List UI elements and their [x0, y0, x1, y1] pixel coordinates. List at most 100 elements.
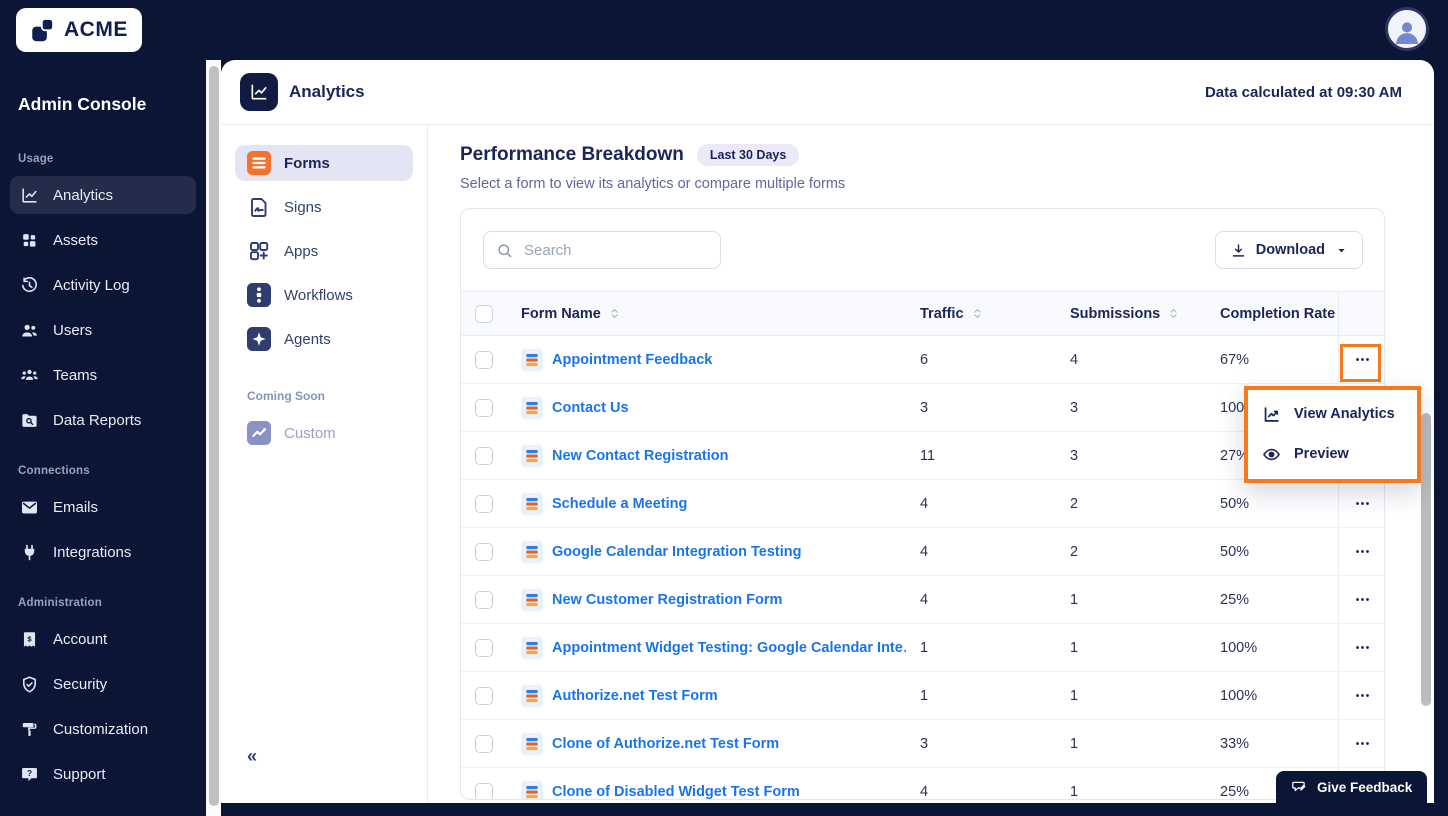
column-header-submissions[interactable]: Submissions [1070, 305, 1161, 322]
row-checkbox[interactable] [475, 782, 493, 799]
row-actions-button[interactable] [1339, 672, 1384, 719]
form-name-link[interactable]: Clone of Authorize.net Test Form [552, 735, 780, 752]
nav-item-label: Security [53, 675, 108, 693]
sidebar-section-usage: Analytics Assets Activity Log Users Team… [10, 176, 196, 439]
form-name-link[interactable]: Appointment Feedback [552, 351, 713, 368]
title-row: Performance Breakdown Last 30 Days [460, 144, 1434, 166]
logo-text: ACME [64, 18, 128, 41]
apps-icon [247, 239, 271, 263]
column-header-traffic[interactable]: Traffic [920, 305, 964, 322]
menu-item-view-analytics[interactable]: View Analytics [1248, 394, 1417, 434]
form-doc-icon [521, 732, 543, 755]
row-checkbox[interactable] [475, 494, 493, 513]
chart-line-icon [249, 82, 269, 102]
row-checkbox[interactable] [475, 542, 493, 561]
collapse-sidebar-button[interactable]: « [247, 746, 258, 766]
sidebar-scrollbar[interactable] [206, 60, 221, 816]
forms-table-card: Download Form Name Traffic Submissions [460, 208, 1385, 800]
give-feedback-button[interactable]: Give Feedback [1276, 771, 1428, 803]
form-doc-icon [521, 588, 543, 611]
row-checkbox[interactable] [475, 446, 493, 465]
customization-icon [20, 720, 39, 739]
row-checkbox[interactable] [475, 590, 493, 609]
form-name-link[interactable]: Authorize.net Test Form [552, 687, 718, 704]
menu-item-preview[interactable]: Preview [1248, 434, 1417, 474]
row-actions-button[interactable] [1339, 480, 1384, 527]
sidebar-item-data-reports[interactable]: Data Reports [10, 401, 196, 439]
form-name-link[interactable]: Google Calendar Integration Testing [552, 543, 802, 560]
nav-item-label: Activity Log [53, 276, 130, 294]
row-actions-button[interactable] [1339, 336, 1384, 383]
row-actions-button[interactable] [1339, 576, 1384, 623]
ellipsis-icon [1354, 351, 1371, 368]
sidebar-item-security[interactable]: Security [10, 665, 196, 703]
submissions-value: 2 [1070, 543, 1079, 560]
sidebar-item-emails[interactable]: Emails [10, 488, 196, 526]
submissions-value: 4 [1070, 351, 1079, 368]
form-doc-icon [521, 540, 543, 563]
Google Calendar Integration Testing: Google Calendar Integration Testing 4 2 … [461, 528, 1384, 576]
subnav-item-forms[interactable]: Forms [235, 145, 413, 181]
nav-item-label: Account [53, 630, 108, 648]
traffic-value: 1 [920, 687, 929, 704]
row-checkbox[interactable] [475, 638, 493, 657]
row-actions-button[interactable] [1339, 528, 1384, 575]
sidebar-item-teams[interactable]: Teams [10, 356, 196, 394]
acme-logo[interactable]: ACME [16, 8, 142, 52]
person-icon [1391, 16, 1423, 48]
sort-icon[interactable] [971, 307, 984, 320]
column-header-form-name[interactable]: Form Name [521, 305, 601, 322]
row-checkbox[interactable] [475, 734, 493, 753]
form-name-link[interactable]: New Customer Registration Form [552, 591, 783, 608]
sidebar-item-integrations[interactable]: Integrations [10, 533, 196, 571]
traffic-value: 4 [920, 591, 929, 608]
data-reports-icon [20, 411, 39, 430]
search-input[interactable] [522, 240, 708, 260]
form-doc-icon [521, 348, 543, 371]
menu-item-label: Preview [1294, 446, 1349, 462]
sidebar-item-users[interactable]: Users [10, 311, 196, 349]
row-actions-button[interactable] [1339, 720, 1384, 767]
sidebar-item-customization[interactable]: Customization [10, 710, 196, 748]
view-analytics-icon [1262, 405, 1281, 424]
subnav-item-apps[interactable]: Apps [235, 233, 413, 269]
column-header-completion-rate[interactable]: Completion Rate [1220, 305, 1336, 322]
completion-rate-value: 100% [1220, 687, 1258, 704]
ellipsis-icon [1354, 639, 1371, 656]
row-actions-button[interactable] [1339, 624, 1384, 671]
sort-icon[interactable] [1167, 307, 1180, 320]
agents-icon [247, 327, 271, 351]
sidebar-item-account[interactable]: $ Account [10, 620, 196, 658]
form-doc-icon [521, 396, 543, 419]
subnav-item-custom[interactable]: Custom [235, 415, 413, 451]
row-checkbox[interactable] [475, 686, 493, 705]
sidebar-item-analytics[interactable]: Analytics [10, 176, 196, 214]
sidebar-item-support[interactable]: ? Support [10, 755, 196, 793]
form-name-link[interactable]: Appointment Widget Testing: Google Calen… [552, 639, 906, 656]
form-name-link[interactable]: Schedule a Meeting [552, 495, 688, 512]
user-avatar[interactable] [1385, 7, 1429, 51]
row-checkbox[interactable] [475, 398, 493, 417]
sidebar-scrollbar-thumb[interactable] [208, 66, 219, 806]
submissions-value: 1 [1070, 783, 1079, 800]
sidebar-section-administration: $ Account Security Customization ? Suppo… [10, 620, 196, 793]
search-box[interactable] [483, 231, 721, 269]
select-all-checkbox[interactable] [475, 304, 493, 323]
sidebar-item-activity-log[interactable]: Activity Log [10, 266, 196, 304]
row-checkbox[interactable] [475, 350, 493, 369]
content-scrollbar-thumb[interactable] [1421, 413, 1431, 706]
support-icon: ? [20, 765, 39, 784]
sidebar-item-assets[interactable]: Assets [10, 221, 196, 259]
analytics-icon [20, 186, 39, 205]
form-name-link[interactable]: Contact Us [552, 399, 629, 416]
row-context-menu: View Analytics Preview [1244, 386, 1421, 483]
completion-rate-value: 25% [1220, 591, 1250, 608]
download-button[interactable]: Download [1214, 231, 1363, 269]
form-name-link[interactable]: New Contact Registration [552, 447, 729, 464]
sort-icon[interactable] [608, 307, 621, 320]
form-name-link[interactable]: Clone of Disabled Widget Test Form [552, 783, 800, 800]
subnav-item-signs[interactable]: Signs [235, 189, 413, 225]
subnav-item-workflows[interactable]: Workflows [235, 277, 413, 313]
workflows-icon [247, 283, 271, 307]
subnav-item-agents[interactable]: Agents [235, 321, 413, 357]
